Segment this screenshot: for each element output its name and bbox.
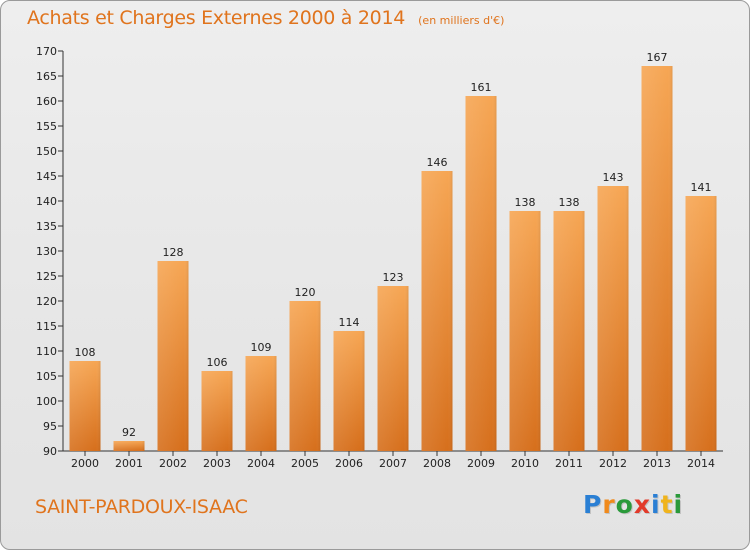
y-tick-label: 150 xyxy=(36,145,57,158)
y-tick-label: 125 xyxy=(36,270,57,283)
x-tick-label: 2001 xyxy=(115,457,143,470)
bar-shade-2011 xyxy=(553,211,585,451)
x-tick-label: 2014 xyxy=(687,457,715,470)
data-label: 143 xyxy=(603,171,624,184)
y-tick-label: 95 xyxy=(43,420,57,433)
chart-bars xyxy=(69,66,717,451)
bar-shade-2014 xyxy=(685,196,717,451)
y-tick-label: 105 xyxy=(36,370,57,383)
bar-shade-2009 xyxy=(465,96,497,451)
x-tick-label: 2004 xyxy=(247,457,275,470)
bar-shade-2010 xyxy=(509,211,541,451)
x-tick-label: 2002 xyxy=(159,457,187,470)
bar-shade-2002 xyxy=(157,261,189,451)
bar-shade-2004 xyxy=(245,356,277,451)
bar-shade-2003 xyxy=(201,371,233,451)
x-tick-label: 2000 xyxy=(71,457,99,470)
proxiti-logo: Proxiti xyxy=(583,490,684,519)
bar-shade-2008 xyxy=(421,171,453,451)
data-label: 141 xyxy=(691,181,712,194)
data-label: 92 xyxy=(122,426,136,439)
place-name: SAINT-PARDOUX-ISAAC xyxy=(35,496,248,518)
x-tick-label: 2010 xyxy=(511,457,539,470)
data-label: 120 xyxy=(295,286,316,299)
data-label: 106 xyxy=(207,356,228,369)
bar-shade-2006 xyxy=(333,331,365,451)
y-tick-label: 165 xyxy=(36,70,57,83)
data-label: 109 xyxy=(251,341,272,354)
data-label: 146 xyxy=(427,156,448,169)
data-label: 123 xyxy=(383,271,404,284)
y-tick-label: 100 xyxy=(36,395,57,408)
x-tick-label: 2006 xyxy=(335,457,363,470)
y-tick-label: 110 xyxy=(36,345,57,358)
x-tick-label: 2003 xyxy=(203,457,231,470)
data-label: 167 xyxy=(647,51,668,64)
x-tick-label: 2009 xyxy=(467,457,495,470)
bar-shade-2007 xyxy=(377,286,409,451)
x-tick-label: 2011 xyxy=(555,457,583,470)
bar-shade-2001 xyxy=(113,441,145,451)
bar-shade-2012 xyxy=(597,186,629,451)
y-tick-label: 135 xyxy=(36,220,57,233)
chart-data-labels: 108 92 128 106 109 120 114 123 146 161 138 138 143 16… xyxy=(75,51,712,439)
data-label: 128 xyxy=(163,246,184,259)
x-tick-label: 2007 xyxy=(379,457,407,470)
y-tick-label: 140 xyxy=(36,195,57,208)
data-label: 161 xyxy=(471,81,492,94)
chart-subtitle: (en milliers d'€) xyxy=(418,14,505,27)
chart-title: Achats et Charges Externes 2000 à 2014 xyxy=(27,7,406,29)
x-tick-label: 2013 xyxy=(643,457,671,470)
y-tick-label: 160 xyxy=(36,95,57,108)
x-tick-label: 2005 xyxy=(291,457,319,470)
chart-title-row: Achats et Charges Externes 2000 à 2014 (… xyxy=(27,7,504,29)
y-tick-label: 90 xyxy=(43,445,57,458)
y-tick-label: 115 xyxy=(36,320,57,333)
y-tick-label: 155 xyxy=(36,120,57,133)
bar-shade-2013 xyxy=(641,66,673,451)
data-label: 114 xyxy=(339,316,360,329)
y-tick-label: 170 xyxy=(36,45,57,58)
data-label: 138 xyxy=(515,196,536,209)
y-tick-label: 120 xyxy=(36,295,57,308)
y-tick-label: 145 xyxy=(36,170,57,183)
data-label: 108 xyxy=(75,346,96,359)
y-tick-label: 130 xyxy=(36,245,57,258)
data-label: 138 xyxy=(559,196,580,209)
x-tick-label: 2008 xyxy=(423,457,451,470)
x-tick-label: 2012 xyxy=(599,457,627,470)
bar-shade-2005 xyxy=(289,301,321,451)
bar-shade-2000 xyxy=(69,361,101,451)
